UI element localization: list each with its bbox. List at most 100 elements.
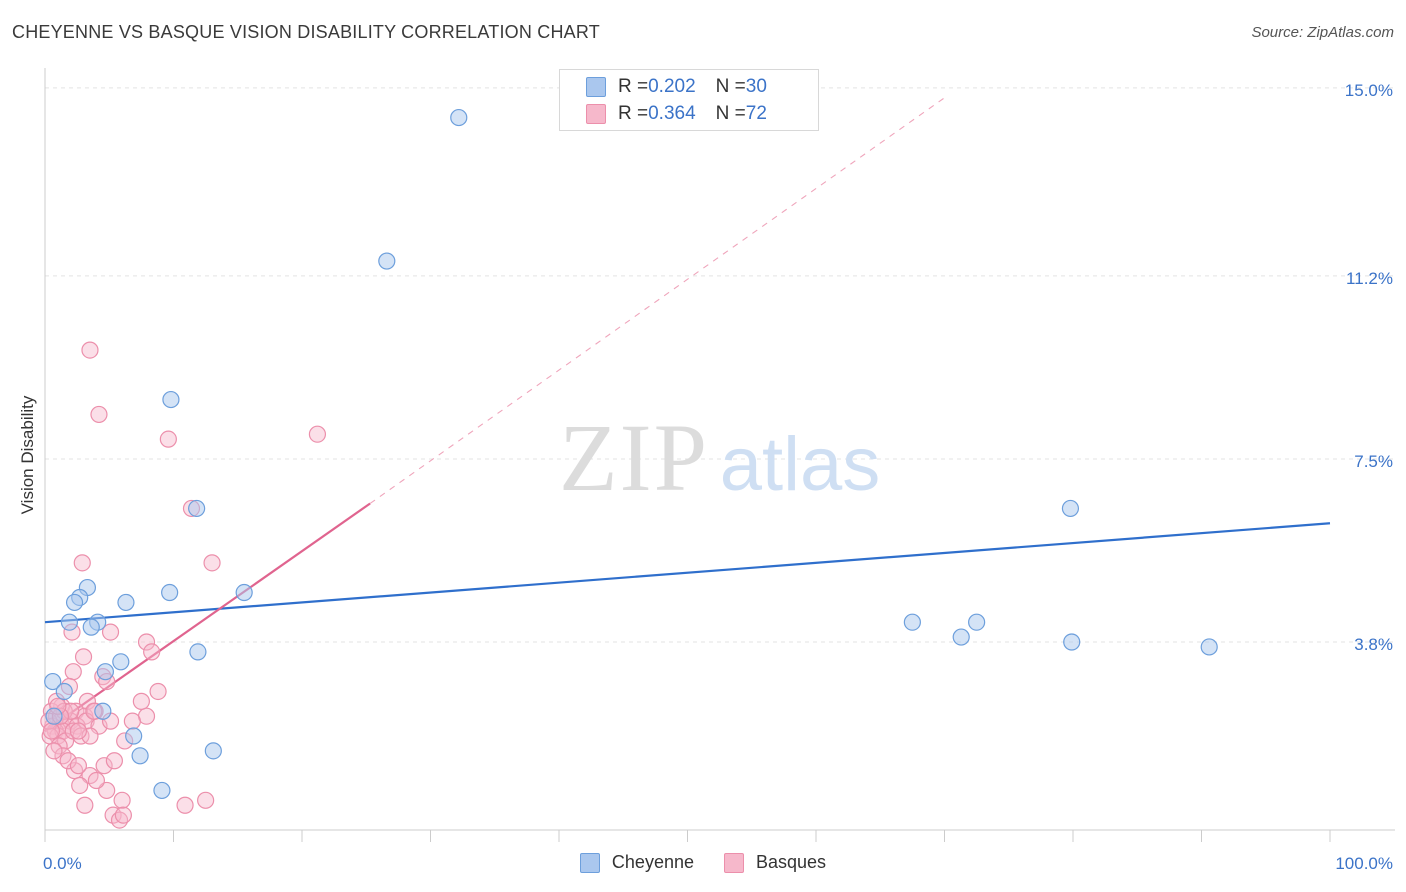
cheyenne-point [204,742,222,760]
basques-point [123,712,141,730]
cheyenne-point [117,593,135,612]
legend-row-cheyenne: R = 0.202 N = 30 [586,76,767,98]
cheyenne-point [45,707,63,725]
cheyenne-point [235,583,253,602]
cheyenne-point [968,613,986,631]
cheyenne-point [188,499,206,518]
watermark: ZIP atlas [559,404,880,511]
basques-swatch [724,852,744,873]
cheyenne-point [378,252,396,270]
basques-point [71,776,89,795]
basques-point [72,727,90,745]
basques-point [203,554,221,572]
watermark-atlas: atlas [720,422,881,507]
cheyenne-point [161,583,179,602]
legend-r-value: 0.364 [648,103,696,124]
cheyenne-point [60,613,79,631]
x-tick-label: 100.0% [1335,854,1393,873]
basques-point [143,643,161,661]
basques-swatch [586,104,606,124]
cheyenne-swatch [579,852,600,873]
basques-point [50,737,68,755]
basques-point [74,648,93,666]
basques-point [69,722,88,740]
cheyenne-point [189,643,207,661]
basques-point [101,623,120,641]
basques-point [149,682,167,701]
legend-item-cheyenne[interactable]: Cheyenne [579,852,694,873]
basques-point [42,722,61,740]
cheyenne-point [1061,499,1080,518]
cheyenne-point [1063,633,1081,651]
basques-point [59,752,77,770]
legend-item-basques[interactable]: Basques [724,852,826,873]
series-legend: Cheyenne Basques [0,852,1406,873]
basques-point [81,341,99,359]
basques-point [95,757,113,775]
legend-row-basques: R = 0.364 N = 72 [586,103,767,125]
chart-title: CHEYENNE VS BASQUE VISION DISABILITY COR… [12,22,600,42]
legend-n-value: 30 [745,76,767,97]
basques-point [159,430,177,448]
cheyenne-point [903,613,921,631]
legend-label-basques: Basques [756,852,827,872]
basques-point [176,796,194,814]
cheyenne-point [96,663,114,681]
legend-label-cheyenne: Cheyenne [611,852,694,872]
legend-r-value: 0.202 [648,76,696,97]
y-tick-label: 3.8% [1354,635,1393,654]
basques-point [308,425,327,443]
cheyenne-swatch [586,77,606,97]
cheyenne-point [82,618,100,636]
basques-point [64,663,82,681]
data-points [40,108,1218,829]
x-tick-label: 0.0% [43,854,82,873]
source-label: Source: ZipAtlas.com [1251,24,1394,41]
basques-trend-line [44,502,371,732]
legend-r-label: R = [618,76,649,97]
cheyenne-point [125,727,143,745]
basques-point [54,747,72,765]
cheyenne-point [55,682,73,701]
cheyenne-point [131,747,149,765]
basques-point [73,554,91,572]
basques-point [197,791,215,809]
trend-lines [44,97,1331,732]
correlation-legend: R = 0.202 N = 30 R = 0.364 N = 72 [559,69,819,131]
watermark-zip: ZIP [559,404,709,511]
basques-point [132,692,150,710]
tick-labels: 15.0% 11.2% 7.5% 3.8% 0.0% 100.0% [43,81,1393,873]
cheyenne-trend-line [44,522,1331,624]
gridlines [45,87,1395,643]
cheyenne-point [65,593,84,612]
y-tick-label: 15.0% [1345,81,1393,100]
basques-point [137,633,156,651]
basques-point [114,806,132,824]
cheyenne-point [450,108,468,127]
cheyenne-point [153,781,171,800]
cheyenne-point [1200,638,1218,656]
basques-point [98,781,116,800]
legend-n-label: N = [715,103,746,124]
legend-r-label: R = [618,103,649,124]
y-tick-label: 11.2% [1346,269,1393,288]
basques-point [87,771,106,790]
basques-trend-extension [369,97,945,504]
cheyenne-point [94,702,112,720]
cheyenne-point [44,672,62,691]
basques-point [113,791,131,809]
cheyenne-point [162,390,180,409]
cheyenne-point [952,628,970,646]
cheyenne-point [112,653,130,671]
basques-point [62,702,80,720]
legend-n-label: N = [715,76,746,97]
legend-n-value: 72 [745,103,767,124]
basques-point [105,752,123,770]
basques-point [45,742,63,760]
basques-point [90,405,108,424]
basques-point [69,757,88,775]
basques-point [76,796,94,814]
axes [44,68,1395,842]
y-tick-label: 7.5% [1354,452,1393,471]
